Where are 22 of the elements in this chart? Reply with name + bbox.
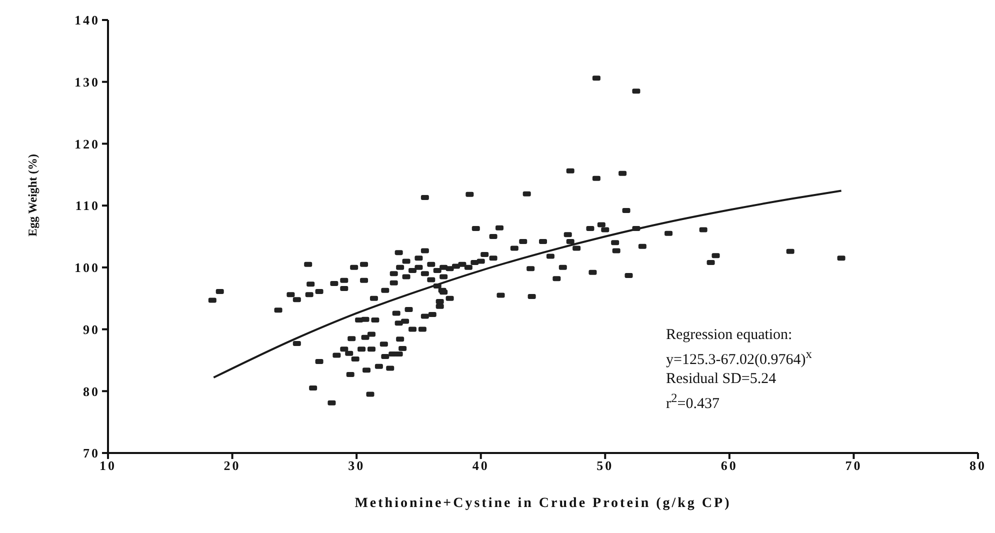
y-tick-label: 140 (74, 12, 100, 28)
y-tick-label: 120 (74, 136, 100, 152)
x-tick-label: 40 (472, 458, 490, 474)
y-tick-label: 110 (75, 198, 100, 214)
y-tick-label: 70 (83, 446, 100, 461)
annotation: y=125.3-67.02(0.9764)$^{x}$ (666, 346, 812, 370)
annotation: Residual SD=5.24 (666, 370, 778, 389)
x-axis-title: Methionine+Cystine in Crude Protein (g/kg CP) (354, 496, 732, 511)
y-axis-title: Egg Weight (%) (25, 154, 40, 236)
y-tick-label: 100 (74, 260, 100, 276)
x-tick-label: 30 (348, 458, 366, 474)
y-tick-label: 130 (74, 74, 100, 90)
annotation: Regression equation: (666, 326, 794, 345)
x-tick-label: 80 (970, 458, 986, 474)
x-tick-label: 50 (596, 458, 614, 474)
annotation: r$^{2}$=0.437 (666, 390, 720, 414)
y-tick-label: 80 (83, 384, 100, 399)
x-tick-label: 20 (224, 458, 241, 474)
x-tick-label: 60 (720, 458, 738, 474)
x-tick-label: 70 (845, 458, 862, 474)
y-tick-label: 90 (83, 322, 100, 337)
x-tick-label: 10 (100, 458, 116, 474)
